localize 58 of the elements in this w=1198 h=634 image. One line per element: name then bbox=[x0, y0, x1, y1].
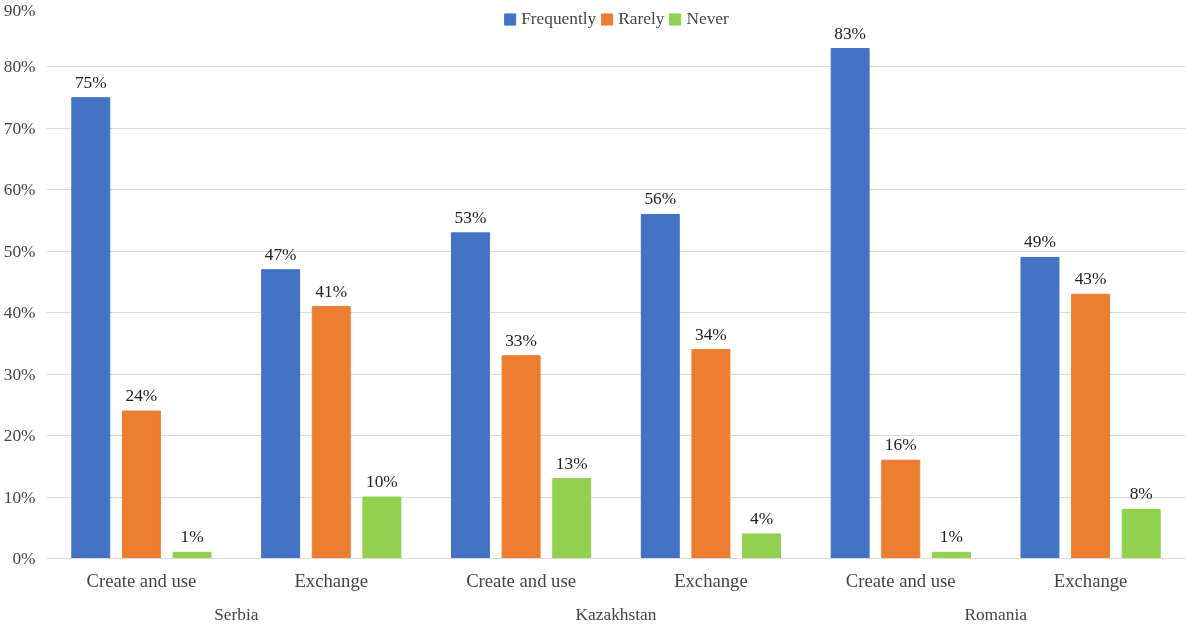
text: Kazakhstan bbox=[575, 604, 657, 624]
data-label: 43% bbox=[1074, 269, 1107, 289]
y-tick-label: 0% bbox=[12, 549, 36, 568]
data-label: 1% bbox=[180, 527, 204, 547]
x-tick-label: Exchange bbox=[1053, 569, 1128, 591]
y-tick-label: 10% bbox=[3, 487, 36, 507]
data-label: 16% bbox=[884, 435, 917, 455]
data-label: 13% bbox=[555, 453, 588, 473]
text: Romania bbox=[964, 604, 1028, 624]
data-label: 10% bbox=[365, 472, 398, 492]
bar bbox=[362, 496, 402, 559]
bar bbox=[311, 306, 351, 559]
x-tick-label: Exchange bbox=[294, 569, 369, 591]
data-label: 53% bbox=[454, 207, 487, 227]
y-tick-label: 50% bbox=[3, 241, 36, 261]
bar bbox=[830, 48, 870, 559]
y-tick-label: 40% bbox=[3, 303, 36, 323]
data-label: 49% bbox=[1024, 232, 1056, 252]
bar bbox=[691, 349, 731, 559]
x-tick-label: Create and use bbox=[86, 569, 197, 591]
y-tick-label: 90% bbox=[3, 0, 36, 20]
text: Serbia bbox=[214, 604, 259, 624]
bar bbox=[931, 551, 971, 559]
x-tick-label: Create and use bbox=[466, 569, 576, 591]
bar bbox=[1020, 256, 1060, 559]
bar bbox=[121, 410, 161, 559]
bar bbox=[261, 269, 301, 559]
bar bbox=[450, 232, 490, 559]
bar bbox=[501, 355, 541, 559]
y-tick-label: 30% bbox=[3, 364, 36, 384]
y-tick-label: 70% bbox=[3, 118, 36, 138]
data-label: 33% bbox=[505, 330, 537, 350]
data-label: 56% bbox=[644, 189, 677, 209]
bar bbox=[1071, 293, 1111, 559]
bar bbox=[742, 533, 782, 559]
legend-label: Frequently bbox=[521, 9, 597, 29]
data-label: 75% bbox=[74, 72, 107, 92]
bar bbox=[881, 459, 921, 559]
data-label: 34% bbox=[695, 324, 727, 344]
data-label: 24% bbox=[125, 386, 158, 406]
x-tick-label: Exchange bbox=[674, 569, 748, 591]
x-tick-label: Create and use bbox=[845, 569, 956, 591]
y-tick-label: 20% bbox=[3, 426, 36, 446]
y-tick-label: 80% bbox=[3, 57, 36, 77]
data-label: 41% bbox=[315, 281, 348, 301]
bar bbox=[172, 551, 212, 559]
data-label: 47% bbox=[264, 244, 297, 264]
legend-label: Rarely bbox=[618, 9, 665, 29]
y-tick-label: 60% bbox=[3, 180, 36, 200]
bar bbox=[552, 478, 592, 559]
data-label: 8% bbox=[1129, 484, 1153, 504]
data-label: 4% bbox=[749, 508, 774, 528]
bar bbox=[640, 213, 680, 559]
bar bbox=[71, 97, 111, 559]
bar bbox=[1121, 508, 1161, 559]
legend-label: Never bbox=[686, 9, 729, 29]
data-label: 83% bbox=[834, 23, 867, 43]
data-label: 1% bbox=[939, 527, 963, 547]
